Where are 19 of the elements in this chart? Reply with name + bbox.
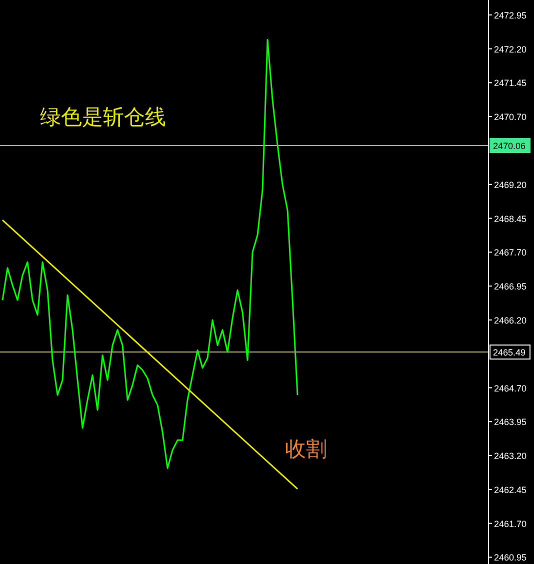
y-tick-label: 2463.20 [494,451,527,462]
ref-line-label: 2465.49 [493,348,526,358]
y-tick-label: 2471.45 [494,78,527,88]
y-tick-label: 2460.95 [494,552,527,563]
y-tick-label: 2468.45 [494,214,527,224]
y-tick-label: 2472.95 [494,10,527,20]
y-tick-label: 2466.95 [494,282,527,292]
y-tick-label: 2461.70 [494,518,527,529]
y-tick-label: 2467.70 [494,248,527,258]
y-tick-label: 2462.45 [494,484,527,495]
y-tick-label: 2469.20 [494,180,527,190]
y-tick-label: 2466.20 [494,315,527,326]
annotation: 绿色是斩仓线 [40,105,166,129]
y-tick-label: 2464.70 [494,383,527,394]
y-tick-label: 2472.20 [494,44,527,54]
annotation: 收割 [285,437,327,461]
ref-line-label: 2470.06 [493,141,526,152]
y-tick-label: 2463.95 [494,417,527,428]
y-tick-label: 2470.70 [494,112,527,122]
